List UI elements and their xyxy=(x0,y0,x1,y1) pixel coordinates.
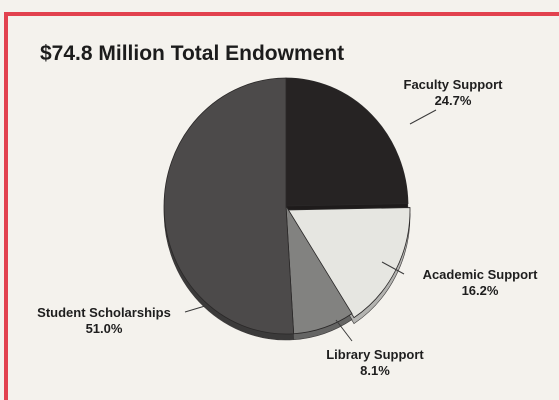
pie-slice-academic-support xyxy=(287,207,411,319)
red-border-frame xyxy=(4,12,559,400)
leader-line-student-scholarships xyxy=(184,305,206,313)
slice-value-library-support: 8.1% xyxy=(360,363,390,378)
slice-value-student-scholarships: 51.0% xyxy=(86,321,123,336)
slice-value-academic-support: 16.2% xyxy=(462,283,499,298)
leader-line-academic-support xyxy=(381,261,405,275)
slice-label-academic-support: Academic Support xyxy=(423,267,539,282)
chart-title: $74.8 Million Total Endowment xyxy=(40,42,345,65)
pie-slices xyxy=(163,77,411,335)
slice-label-library-support: Library Support xyxy=(326,347,424,362)
leader-line-faculty-support xyxy=(409,109,437,125)
pie-slice-faculty-support xyxy=(285,77,409,207)
pie-slice-student-scholarships xyxy=(163,77,295,335)
slice-label-student-scholarships: Student Scholarships xyxy=(37,305,171,320)
slice-label-faculty-support: Faculty Support xyxy=(404,77,504,92)
leader-lines xyxy=(184,109,437,342)
leader-line-library-support xyxy=(335,319,353,342)
slice-value-faculty-support: 24.7% xyxy=(435,93,472,108)
